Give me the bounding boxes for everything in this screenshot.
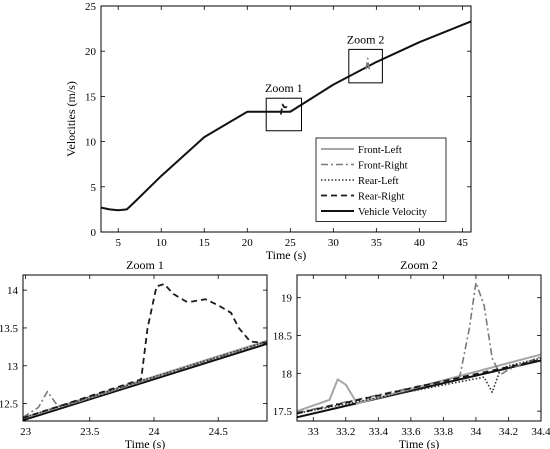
y-tick-label: 18.5	[273, 331, 293, 343]
x-tick-label: 33.8	[434, 426, 454, 438]
x-tick-label: 30	[328, 237, 340, 249]
zoom-box-label: Zoom 2	[347, 32, 385, 46]
x-tick-label: 24.5	[209, 426, 229, 438]
y-tick-label: 19	[281, 293, 293, 305]
legend-label-rear-left: Rear-Left	[358, 176, 399, 187]
x-tick-label: 24	[148, 426, 160, 438]
series-line-rear-right	[279, 103, 291, 115]
series-group	[23, 283, 267, 421]
plot-frame	[22, 274, 268, 422]
series-line-front-right	[23, 340, 267, 418]
x-tick-label: 33.4	[369, 426, 389, 438]
x-axis-label: Time (s)	[266, 248, 307, 262]
legend-label-vehicle-velocity: Vehicle Velocity	[358, 207, 428, 218]
legend-box	[315, 137, 447, 222]
zoom-box-label: Zoom 1	[265, 81, 303, 95]
plot-area	[297, 275, 541, 421]
series-line-rear-left	[297, 357, 541, 415]
series-line-rear-right	[297, 358, 541, 415]
plot-title: Zoom 2	[400, 258, 438, 272]
plot-frame	[100, 5, 472, 233]
plot-title: Zoom 1	[126, 258, 164, 272]
x-tick-label: 10	[156, 237, 168, 249]
zoom-2-plot: 33 33.2 33.4 33.6 33.8 34 34.2 34.4 17.5 18 18.5 19…	[273, 258, 550, 449]
legend-label-front-right: Front-Right	[358, 161, 408, 172]
x-tick-label: 45	[457, 237, 469, 249]
x-tick-label: 34.4	[531, 426, 550, 438]
y-axis-label: Velocities (m/s)	[64, 81, 78, 157]
x-axis-label: Time (s)	[399, 437, 440, 449]
x-tick-label: 33.6	[401, 426, 421, 438]
x-axis-label: Time (s)	[125, 437, 166, 449]
x-tick-label: 23.5	[80, 426, 100, 438]
legend-label-rear-right: Rear-Right	[358, 192, 405, 203]
y-tick-label: 12.5	[0, 399, 19, 411]
x-tick-label: 25	[285, 237, 297, 249]
zoom-box	[348, 48, 383, 84]
y-tick-label: 13.5	[0, 323, 19, 335]
plot-frame	[296, 274, 542, 422]
x-tick-label: 40	[414, 237, 426, 249]
y-tick-label: 0	[91, 227, 97, 239]
y-tick-label: 14	[7, 285, 19, 297]
y-tick-label: 18	[281, 368, 293, 380]
x-tick-label: 23	[20, 426, 32, 438]
series-group	[101, 20, 471, 212]
zoom-1-plot: 23 23.5 24 24.5 12.5 13 13.5 14 Time (s) Zoom 1	[0, 258, 268, 449]
y-tick-label: 5	[91, 182, 97, 194]
x-tick-label: 5	[115, 237, 121, 249]
x-tick-label: 34	[470, 426, 482, 438]
y-tick-label: 20	[85, 46, 97, 58]
series-line-front-right	[297, 281, 541, 414]
y-tick-label: 15	[85, 91, 97, 103]
zoom-box	[265, 97, 302, 132]
x-tick-label: 15	[199, 237, 211, 249]
y-tick-label: 13	[7, 361, 19, 373]
series-line-front-right	[365, 57, 371, 70]
x-tick-label: 34.2	[499, 426, 518, 438]
x-tick-label: 33	[308, 426, 320, 438]
x-tick-label: 33.2	[336, 426, 355, 438]
legend-label-front-left: Front-Left	[358, 145, 402, 156]
y-tick-label: 17.5	[273, 406, 293, 418]
x-tick-label: 35	[371, 237, 383, 249]
x-tick-label: 20	[242, 237, 254, 249]
series-group	[297, 281, 541, 419]
series-line-vehicle-velocity	[101, 20, 471, 212]
y-tick-label: 10	[85, 137, 97, 149]
series-line-vehicle-velocity	[23, 342, 267, 421]
series-line-rear-right	[23, 283, 267, 419]
y-tick-label: 25	[85, 1, 97, 13]
